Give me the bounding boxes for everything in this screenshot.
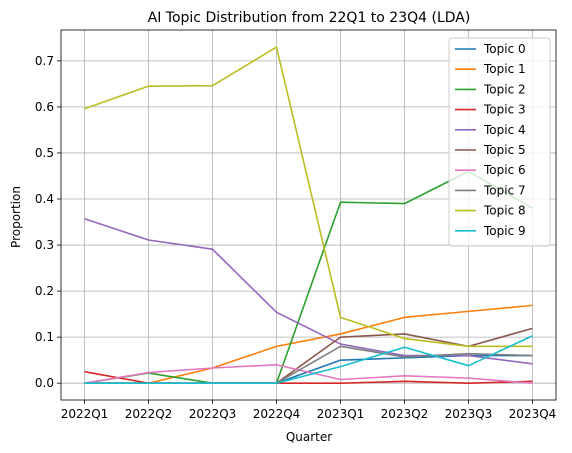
x-tick-label: 2022Q1 (61, 407, 109, 421)
legend: Topic 0 Topic 1 Topic 2 Topic 3 Topic 4 Topic… (448, 37, 551, 247)
y-tick-label: 0.0 (35, 376, 54, 390)
x-tick-label: 2022Q4 (253, 407, 301, 421)
series-line-topic-6 (84, 363, 533, 384)
legend-label: Topic 6 (483, 163, 526, 177)
y-axis-title: Proportion (9, 186, 23, 248)
legend-label: Topic 0 (483, 42, 526, 56)
series-line-topic-8 (84, 46, 533, 348)
y-tick-label: 0.4 (35, 192, 54, 206)
plot-frame (60, 29, 557, 401)
series-line-topic-1 (84, 304, 533, 384)
y-tick-label: 0.7 (35, 54, 54, 68)
legend-label: Topic 5 (483, 143, 526, 157)
legend-label: Topic 8 (483, 204, 526, 218)
x-tick-label: 2023Q3 (445, 407, 493, 421)
x-tick-label: 2023Q1 (317, 407, 365, 421)
series-line-topic-9 (84, 335, 533, 384)
axes: 2022Q1 2022Q2 2022Q3 2022Q4 2023Q1 2023Q2 2023… (35, 29, 557, 421)
legend-label: Topic 1 (483, 62, 526, 76)
legend-label: Topic 4 (483, 123, 526, 137)
y-tick-label: 0.1 (35, 330, 54, 344)
y-tick-label: 0.5 (35, 146, 54, 160)
legend-label: Topic 9 (483, 224, 526, 238)
x-tick-label: 2023Q2 (381, 407, 429, 421)
x-tick-label: 2022Q3 (189, 407, 237, 421)
y-tick-label: 0.6 (35, 100, 54, 114)
x-axis-title: Quarter (286, 430, 332, 444)
x-tick-label: 2022Q2 (125, 407, 173, 421)
legend-label: Topic 7 (483, 183, 526, 197)
y-tick-label: 0.3 (35, 238, 54, 252)
chart-title: AI Topic Distribution from 22Q1 to 23Q4 … (148, 10, 471, 26)
y-tick-label: 0.2 (35, 284, 54, 298)
series-line-topic-4 (84, 218, 533, 365)
legend-label: Topic 3 (483, 103, 526, 117)
legend-label: Topic 2 (483, 82, 526, 96)
x-tick-label: 2023Q4 (509, 407, 557, 421)
